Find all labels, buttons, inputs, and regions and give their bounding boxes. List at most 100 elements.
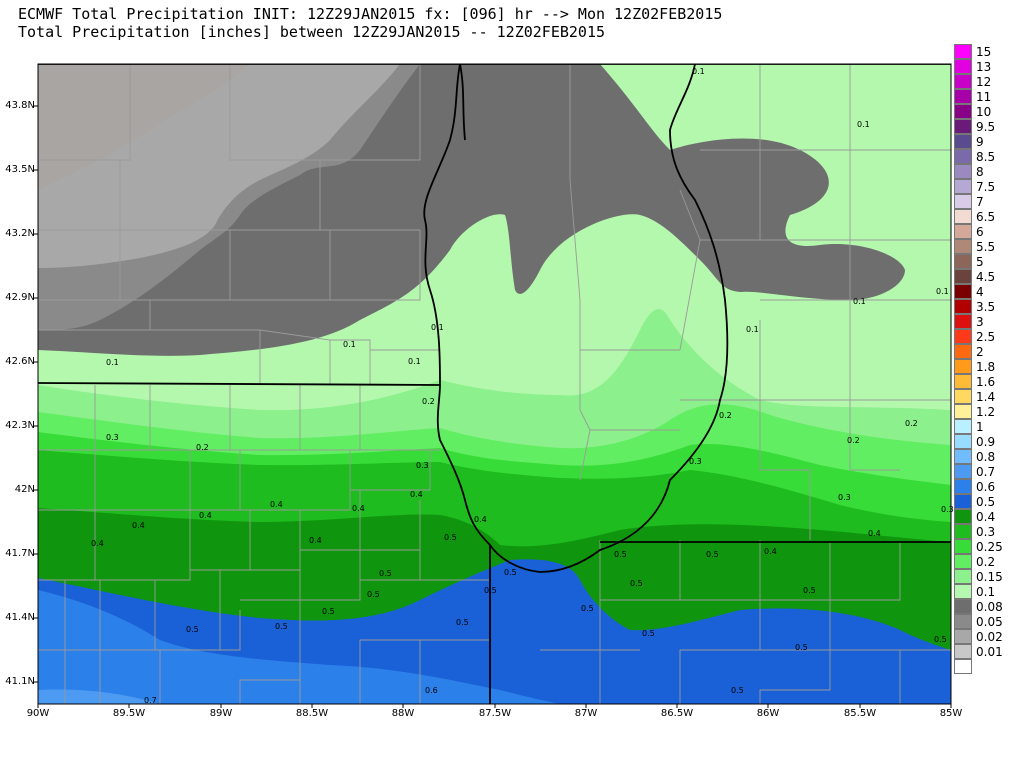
contour-label: 0.4 — [474, 515, 487, 524]
contour-label: 0.5 — [614, 550, 627, 559]
colorbar-swatch — [954, 329, 972, 344]
colorbar-label: 0.6 — [976, 480, 996, 494]
contour-label: 0.3 — [416, 461, 429, 470]
axis-ticks — [34, 105, 952, 708]
map-subtitle: Total Precipitation [inches] between 12Z… — [18, 23, 605, 41]
colorbar-label: 12 — [976, 75, 992, 89]
contour-label: 0.6 — [425, 686, 438, 695]
colorbar-swatch — [954, 194, 972, 209]
lon-label: 88W — [391, 708, 415, 719]
lon-label: 86.5W — [660, 708, 694, 719]
colorbar-swatch — [954, 434, 972, 449]
lon-label: 88.5W — [295, 708, 329, 719]
colorbar-swatch — [954, 389, 972, 404]
colorbar-label: 0.01 — [976, 645, 1003, 659]
lat-label: 43.5N — [5, 164, 35, 175]
contour-label: 0.5 — [731, 686, 744, 695]
contour-label: 0.5 — [275, 622, 288, 631]
contour-labels: 0.1 0.1 0.1 0.1 0.1 0.1 0.1 0.1 0.1 0.2 … — [91, 67, 954, 705]
lat-label: 41.1N — [5, 676, 35, 687]
colorbar-swatch — [954, 419, 972, 434]
colorbar-label: 6.5 — [976, 210, 996, 224]
colorbar-swatch — [954, 359, 972, 374]
colorbar-swatch — [954, 179, 972, 194]
colorbar-swatch — [954, 599, 972, 614]
colorbar-swatch — [954, 134, 972, 149]
contour-label: 0.4 — [91, 539, 104, 548]
lon-label: 85.5W — [843, 708, 877, 719]
lat-label: 42.9N — [5, 292, 35, 303]
contour-label: 0.2 — [422, 397, 435, 406]
colorbar-label: 1.6 — [976, 375, 996, 389]
contour-label: 0.3 — [106, 433, 119, 442]
contour-label: 0.5 — [706, 550, 719, 559]
contour-label: 0.5 — [803, 586, 816, 595]
contour-label: 0.1 — [746, 325, 759, 334]
colorbar-label: 7 — [976, 195, 984, 209]
colorbar-swatch — [954, 464, 972, 479]
lat-label: 41.7N — [5, 548, 35, 559]
contour-label: 0.4 — [352, 504, 365, 513]
lat-label: 43.2N — [5, 228, 35, 239]
colorbar-swatch — [954, 449, 972, 464]
colorbar-swatch — [954, 659, 972, 674]
colorbar-swatch — [954, 74, 972, 89]
colorbar-swatch — [954, 614, 972, 629]
colorbar-label: 2.5 — [976, 330, 996, 344]
colorbar-swatch — [954, 149, 972, 164]
contour-label: 0.2 — [196, 443, 209, 452]
contour-label: 0.1 — [106, 358, 119, 367]
contour-label: 0.5 — [379, 569, 392, 578]
contour-label: 0.4 — [868, 529, 881, 538]
colorbar-swatch — [954, 554, 972, 569]
colorbar-swatch — [954, 569, 972, 584]
colorbar-label: 9.5 — [976, 120, 996, 134]
colorbar-swatch — [954, 539, 972, 554]
colorbar-swatch — [954, 164, 972, 179]
colorbar-label: 5 — [976, 255, 984, 269]
lon-label: 87W — [574, 708, 598, 719]
colorbar-label: 0.08 — [976, 600, 1003, 614]
colorbar-label: 10 — [976, 105, 992, 119]
colorbar-swatch — [954, 269, 972, 284]
contour-label: 0.5 — [444, 533, 457, 542]
colorbar-swatch — [954, 209, 972, 224]
contour-label: 0.5 — [581, 604, 594, 613]
colorbar-label: 1.4 — [976, 390, 996, 404]
contour-label: 0.5 — [186, 625, 199, 634]
band-0.6 — [38, 590, 560, 704]
colorbar-label: 4.5 — [976, 270, 996, 284]
contour-label: 0.3 — [941, 505, 954, 514]
contour-label: 0.3 — [689, 457, 702, 466]
contour-label: 0.1 — [692, 67, 705, 76]
contour-label: 0.5 — [322, 607, 335, 616]
colorbar-swatch — [954, 254, 972, 269]
colorbar-label: 11 — [976, 90, 992, 104]
colorbar-swatch — [954, 44, 972, 59]
colorbar-swatch — [954, 509, 972, 524]
contour-label: 0.4 — [270, 500, 283, 509]
contour-label: 0.3 — [838, 493, 851, 502]
colorbar-swatch — [954, 104, 972, 119]
contour-label: 0.1 — [936, 287, 949, 296]
contour-label: 0.4 — [309, 536, 322, 545]
contour-label: 0.1 — [857, 120, 870, 129]
colorbar-swatch — [954, 524, 972, 539]
colorbar-label: 6 — [976, 225, 984, 239]
contour-label: 0.4 — [132, 521, 145, 530]
colorbar-label: 2 — [976, 345, 984, 359]
lon-label: 86W — [756, 708, 780, 719]
map-title: ECMWF Total Precipitation INIT: 12Z29JAN… — [18, 5, 723, 23]
contour-label: 0.4 — [410, 490, 423, 499]
colorbar-label: 0.2 — [976, 555, 996, 569]
lon-label: 90W — [26, 708, 50, 719]
county-lines — [38, 64, 951, 704]
colorbar-label: 3.5 — [976, 300, 996, 314]
lat-label: 42.3N — [5, 420, 35, 431]
colorbar-label: 0.1 — [976, 585, 996, 599]
colorbar-label: 1.8 — [976, 360, 996, 374]
colorbar-swatch — [954, 119, 972, 134]
colorbar-label: 1.2 — [976, 405, 996, 419]
lon-label: 85W — [939, 708, 963, 719]
contour-label: 0.5 — [642, 629, 655, 638]
